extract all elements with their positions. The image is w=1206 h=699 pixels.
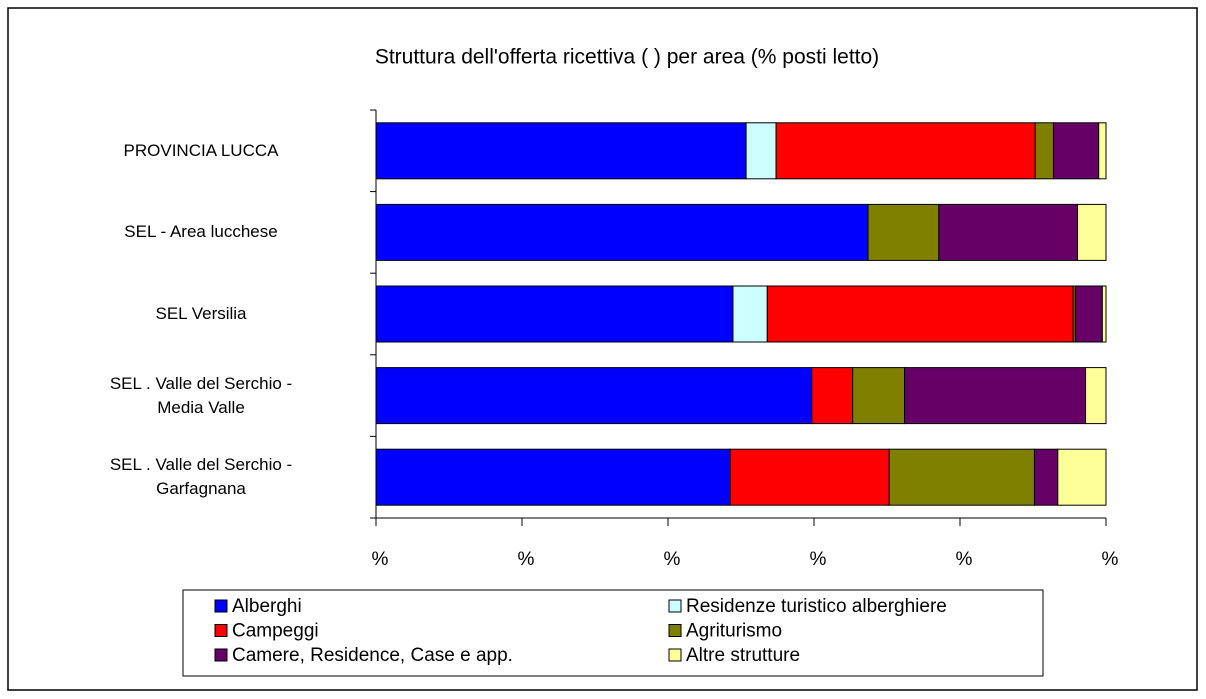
y-tick-label: SEL . Valle del Serchio - Garfagnana [109, 455, 293, 499]
bar-segment [852, 367, 906, 425]
y-tick-label: SEL - Area lucchese [124, 222, 278, 242]
y-tick-label: PROVINCIA LUCCA [123, 140, 279, 160]
y-tick-label: SEL . Valle del Serchio - Media Valle [109, 373, 293, 417]
bar-segment [1057, 448, 1107, 506]
bar-segment [888, 448, 1035, 506]
legend-swatch [668, 648, 682, 662]
x-tick-label: % [372, 549, 389, 570]
chart-border [7, 7, 1198, 691]
bar-segment [375, 367, 813, 425]
legend-swatch [214, 624, 228, 637]
y-tick-label: SEL Versilia [155, 304, 247, 323]
bar-segment [904, 367, 1087, 425]
bar-segment [775, 122, 1036, 180]
bar-segment [938, 203, 1079, 261]
legend-swatch [214, 599, 228, 613]
legend-box [182, 589, 1044, 677]
x-tick-label: % [664, 549, 681, 570]
legend-label: Alberghi [232, 596, 302, 617]
legend-label: Campeggi [232, 621, 319, 642]
legend-swatch [668, 624, 682, 637]
bar-segment [1085, 367, 1107, 425]
legend-label: Residenze turistico alberghiere [686, 596, 947, 617]
legend-label: Altre strutture [686, 645, 800, 666]
bar-segment [375, 448, 731, 506]
bar-segment [1077, 203, 1107, 261]
bar-segment [766, 285, 1074, 343]
bar-segment [1052, 122, 1100, 180]
bar-segment [375, 122, 747, 180]
bar-segment [1074, 285, 1103, 343]
legend-label: Agriturismo [686, 621, 782, 642]
bar-segment [1101, 285, 1107, 343]
bar-segment [732, 285, 768, 343]
legend-swatch [214, 648, 228, 662]
bar-segment [1033, 448, 1059, 506]
bar-segment [729, 448, 890, 506]
bar-segment [811, 367, 854, 425]
bar-segment [1098, 122, 1107, 180]
x-tick-label: % [1102, 549, 1119, 570]
bar-segment [745, 122, 777, 180]
bar-segment [867, 203, 940, 261]
x-tick-label: % [518, 549, 535, 570]
legend-label: Camere, Residence, Case e app. [232, 645, 513, 666]
bar-segment [375, 285, 734, 343]
x-tick-label: % [956, 549, 973, 570]
x-tick-label: % [810, 549, 827, 570]
bar-segment [375, 203, 869, 261]
chart-title: Struttura dell'offerta ricettiva ( ) per… [375, 46, 879, 69]
legend-swatch [668, 599, 682, 613]
bar-segment [1034, 122, 1054, 180]
